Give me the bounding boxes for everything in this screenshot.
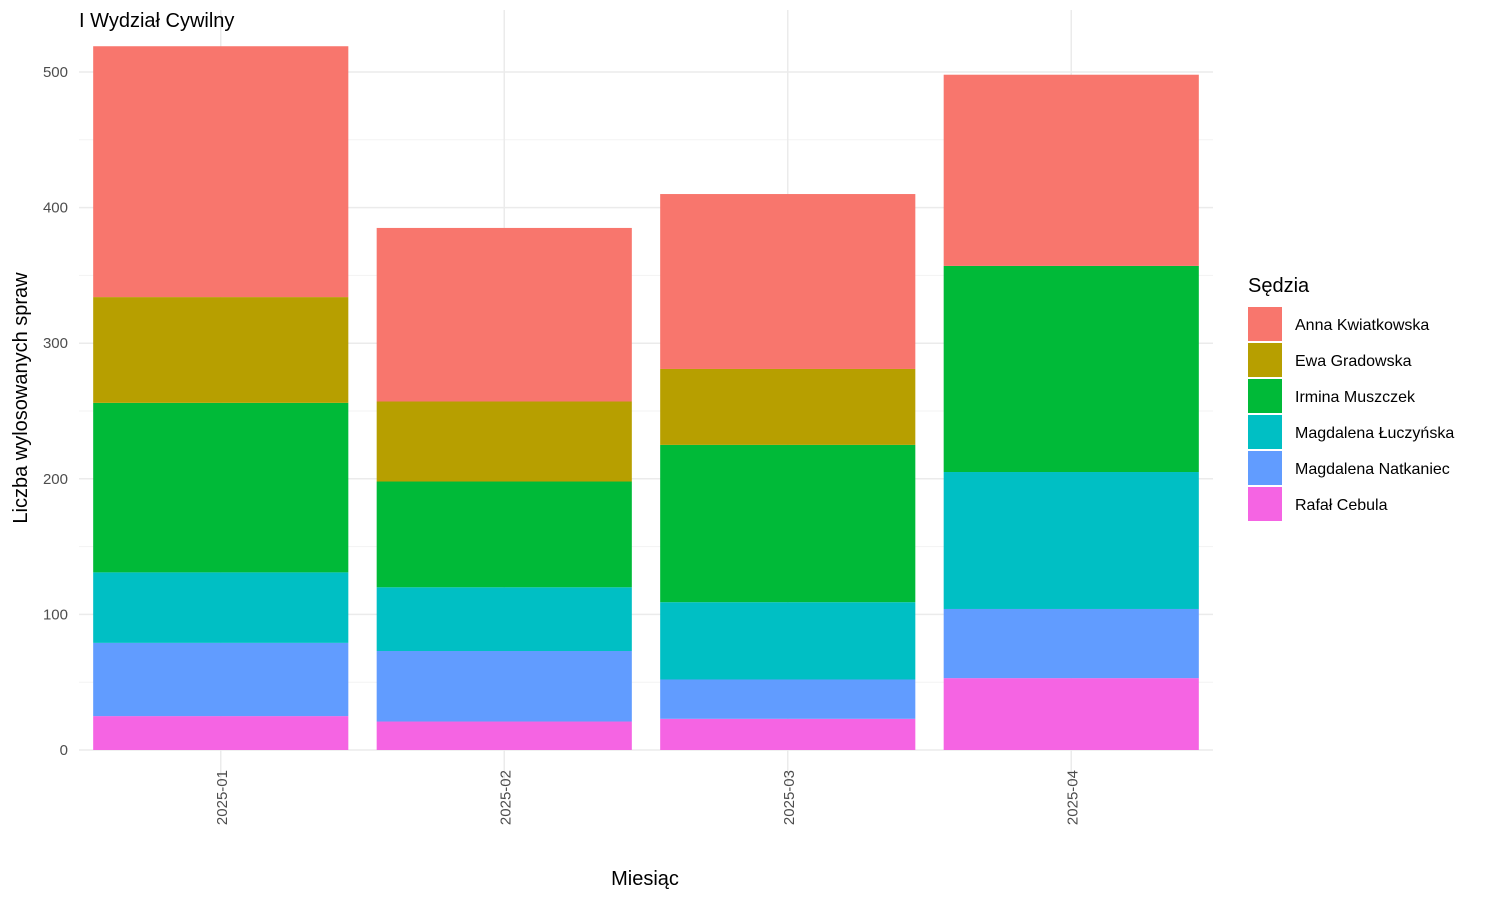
- x-tick-label: 2025-01: [214, 770, 231, 825]
- x-axis-title: Miesiąc: [611, 868, 679, 890]
- bar-segment: [660, 679, 916, 719]
- bar-segment: [376, 481, 632, 588]
- bar-segment: [660, 194, 916, 369]
- bars: [93, 46, 1199, 750]
- y-tick-label: 100: [43, 606, 68, 623]
- bar-segment: [93, 297, 349, 403]
- legend-swatch: [1248, 343, 1282, 377]
- legend-swatch: [1248, 451, 1282, 485]
- bar-segment: [376, 401, 632, 482]
- legend-swatch: [1248, 307, 1282, 341]
- bar-segment: [93, 572, 349, 643]
- legend-label: Rafał Cebula: [1295, 497, 1388, 514]
- x-tick-label: 2025-03: [781, 770, 798, 825]
- legend-swatch: [1248, 487, 1282, 521]
- bar-segment: [943, 608, 1199, 679]
- bar-segment: [93, 716, 349, 750]
- bar-segment: [376, 651, 632, 722]
- bar-segment: [943, 74, 1199, 266]
- legend-label: Magdalena Łuczyńska: [1295, 425, 1454, 442]
- chart-title: I Wydział Cywilny: [79, 10, 234, 32]
- x-tick-label: 2025-04: [1064, 770, 1081, 825]
- bar-segment: [660, 368, 916, 445]
- bar-segment: [660, 444, 916, 603]
- y-tick-label: 200: [43, 471, 68, 488]
- bar-segment: [93, 46, 349, 298]
- y-tick-label: 0: [60, 742, 68, 759]
- legend-label: Ewa Gradowska: [1295, 353, 1412, 370]
- legend-label: Anna Kwiatkowska: [1295, 317, 1429, 334]
- bar-segment: [376, 587, 632, 652]
- legend-swatch: [1248, 415, 1282, 449]
- legend-label: Magdalena Natkaniec: [1295, 461, 1450, 478]
- legend-label: Irmina Muszczek: [1295, 389, 1416, 406]
- x-axis-ticks: 2025-01 2025-02 2025-03 2025-04: [214, 770, 1082, 825]
- bar-segment: [93, 402, 349, 573]
- y-tick-label: 400: [43, 200, 68, 217]
- bar-segment: [943, 678, 1199, 750]
- legend-swatch: [1248, 379, 1282, 413]
- x-tick-label: 2025-02: [497, 770, 514, 825]
- y-axis-ticks: 0 100 200 300 400 500: [43, 64, 68, 759]
- bar-segment: [376, 227, 632, 402]
- bar-segment: [660, 718, 916, 750]
- legend: Sędzia Anna Kwiatkowska Ewa Gradowska Irmi…: [1248, 275, 1454, 521]
- y-tick-label: 300: [43, 335, 68, 352]
- legend-title: Sędzia: [1248, 275, 1310, 297]
- bar-segment: [660, 602, 916, 680]
- y-tick-label: 500: [43, 64, 68, 81]
- y-axis-title: Liczba wylosowanych spraw: [10, 272, 32, 524]
- bar-segment: [943, 472, 1199, 609]
- bar-segment: [376, 721, 632, 750]
- bar-segment: [93, 642, 349, 717]
- bar-segment: [943, 265, 1199, 473]
